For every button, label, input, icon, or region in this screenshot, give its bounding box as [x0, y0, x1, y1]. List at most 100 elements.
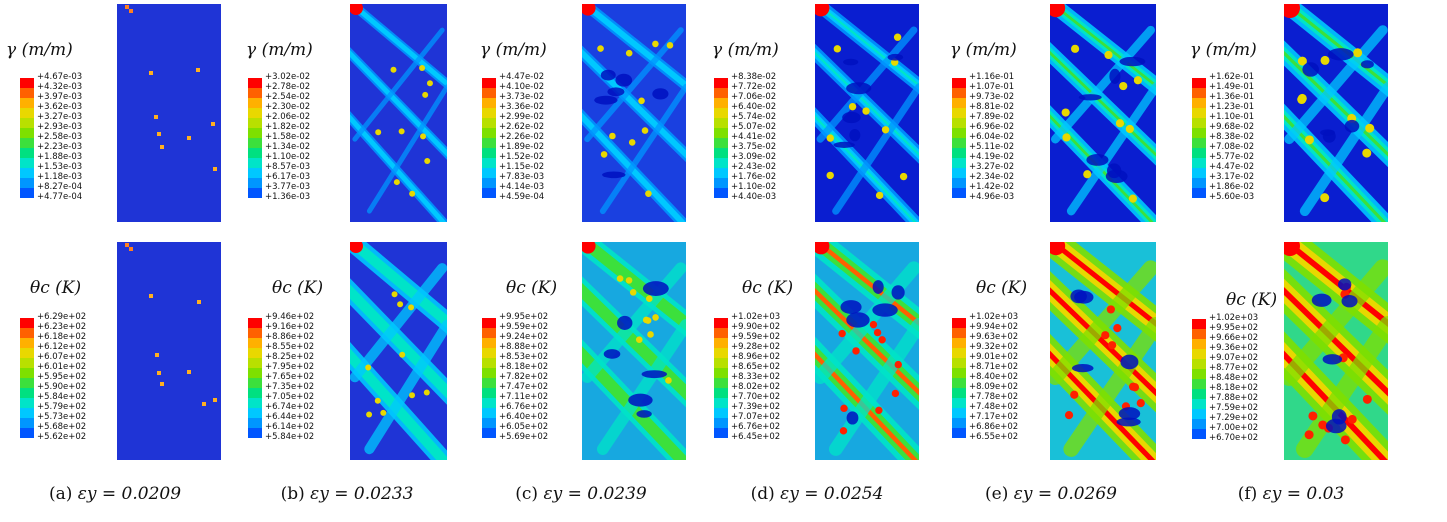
legend-swatch [714, 318, 728, 328]
legend-tick: +5.79e+02 [37, 402, 87, 412]
hot-corner [1284, 4, 1300, 18]
legend-swatch [1192, 409, 1206, 419]
legend-tick: +1.10e-02 [265, 152, 311, 162]
legend-tick: +2.43e-02 [731, 162, 777, 172]
strain-quantity-label: γ (m/m) [712, 40, 779, 60]
legend-swatch [952, 428, 966, 438]
legend-swatch [482, 158, 496, 168]
conjugate-band [584, 27, 684, 143]
legend-tick: +1.53e-03 [37, 162, 83, 172]
pore [869, 320, 878, 329]
legend-swatch [20, 118, 34, 128]
legend-swatch [714, 428, 728, 438]
conjugate-band [1051, 25, 1155, 144]
legend-swatch [248, 168, 262, 178]
legend-swatch [482, 138, 496, 148]
legend-swatch [248, 358, 262, 368]
legend-tick: +3.09e-02 [731, 152, 777, 162]
legend-swatch [1192, 158, 1206, 168]
legend-tick: +6.96e-02 [969, 122, 1015, 132]
shear-band [582, 4, 686, 93]
legend-tick: +8.48e+02 [1209, 373, 1259, 383]
pore [1119, 81, 1128, 91]
void-region [1109, 68, 1121, 84]
legend-swatch [714, 88, 728, 98]
legend-swatch [1192, 429, 1206, 439]
shear-band [582, 339, 686, 460]
void-region [1344, 119, 1360, 133]
legend-tick: +1.15e-02 [499, 162, 545, 172]
legend-tick: +3.97e-03 [37, 92, 83, 102]
conjugate-band [828, 318, 919, 456]
hot-spot [211, 122, 215, 126]
legend-swatch [714, 358, 728, 368]
pore [645, 190, 652, 197]
void-region [1325, 418, 1347, 434]
strain-contour-e [1050, 4, 1156, 222]
legend-tick: +2.23e-03 [37, 142, 83, 152]
legend-swatch [248, 348, 262, 358]
pore [625, 277, 633, 284]
shear-band [815, 4, 919, 94]
legend-swatch [482, 428, 496, 438]
void-region [1118, 407, 1141, 421]
legend-tick: +8.88e+02 [499, 342, 549, 352]
legend-swatch [20, 188, 34, 198]
conjugate-band [1284, 25, 1388, 145]
legend-swatch [714, 368, 728, 378]
pore [397, 301, 404, 308]
pore [1104, 50, 1113, 60]
pore [826, 171, 834, 180]
legend-swatch [714, 388, 728, 398]
legend-tick: +8.09e+02 [969, 382, 1019, 392]
legend-swatch [1192, 359, 1206, 369]
shear-band [1050, 42, 1156, 166]
pore [409, 392, 416, 399]
pore [881, 126, 890, 134]
pore [1128, 194, 1138, 203]
strain-contour-d [815, 4, 919, 222]
legend-tick: +1.52e-02 [499, 152, 545, 162]
legend-swatch [714, 118, 728, 128]
strain-row-a: γ (m/m) +4.67e-03 +4.32e-03 +3.97e-03 +3.62e… [0, 0, 230, 225]
legend-swatch [714, 138, 728, 148]
legend-tick: +9.63e+02 [969, 332, 1019, 342]
legend-swatch [482, 328, 496, 338]
shear-band [582, 276, 686, 408]
legend-tick: +1.76e-02 [731, 172, 777, 182]
pore [391, 291, 398, 298]
void-region [652, 88, 669, 100]
legend-tick: +7.82e+02 [499, 372, 549, 382]
legend-tick: +3.62e-03 [37, 102, 83, 112]
legend-tick: +6.40e+02 [499, 412, 549, 422]
legend-swatch [20, 358, 34, 368]
pore [838, 329, 846, 338]
strain-contour-svg [117, 4, 221, 222]
legend-tick: +5.73e+02 [37, 412, 87, 422]
shear-band [350, 278, 447, 405]
legend-tick: +7.89e-02 [969, 112, 1015, 122]
legend-tick: +5.95e+02 [37, 372, 87, 382]
legend-tick: +5.60e-03 [1209, 192, 1255, 202]
legend-swatch [248, 408, 262, 418]
legend-tick: +2.58e-03 [37, 132, 83, 142]
temperature-row-c: θc (K) +9.95e+02 +9.59e+02 +9.24e+02 +8.88e+… [466, 240, 696, 465]
void-region [872, 280, 884, 294]
strain-contour-svg [1050, 4, 1156, 222]
strain-quantity-label: γ (m/m) [480, 40, 547, 60]
legend-swatch [20, 78, 34, 88]
conjugate-band [1050, 260, 1156, 385]
legend-tick: +6.29e+02 [37, 312, 87, 322]
legend-swatch [248, 148, 262, 158]
legend-tick: +1.86e-02 [1209, 182, 1255, 192]
legend-tick: +4.10e-02 [499, 82, 545, 92]
legend-tick: +9.16e+02 [265, 322, 315, 332]
strain-contour-svg [815, 4, 919, 222]
hot-spot [187, 370, 191, 374]
temperature-contour-svg [582, 242, 686, 460]
legend-swatch [482, 178, 496, 188]
shear-band [350, 47, 447, 160]
strain-contour-c [582, 4, 686, 222]
pore [422, 91, 429, 98]
legend-swatch [714, 168, 728, 178]
